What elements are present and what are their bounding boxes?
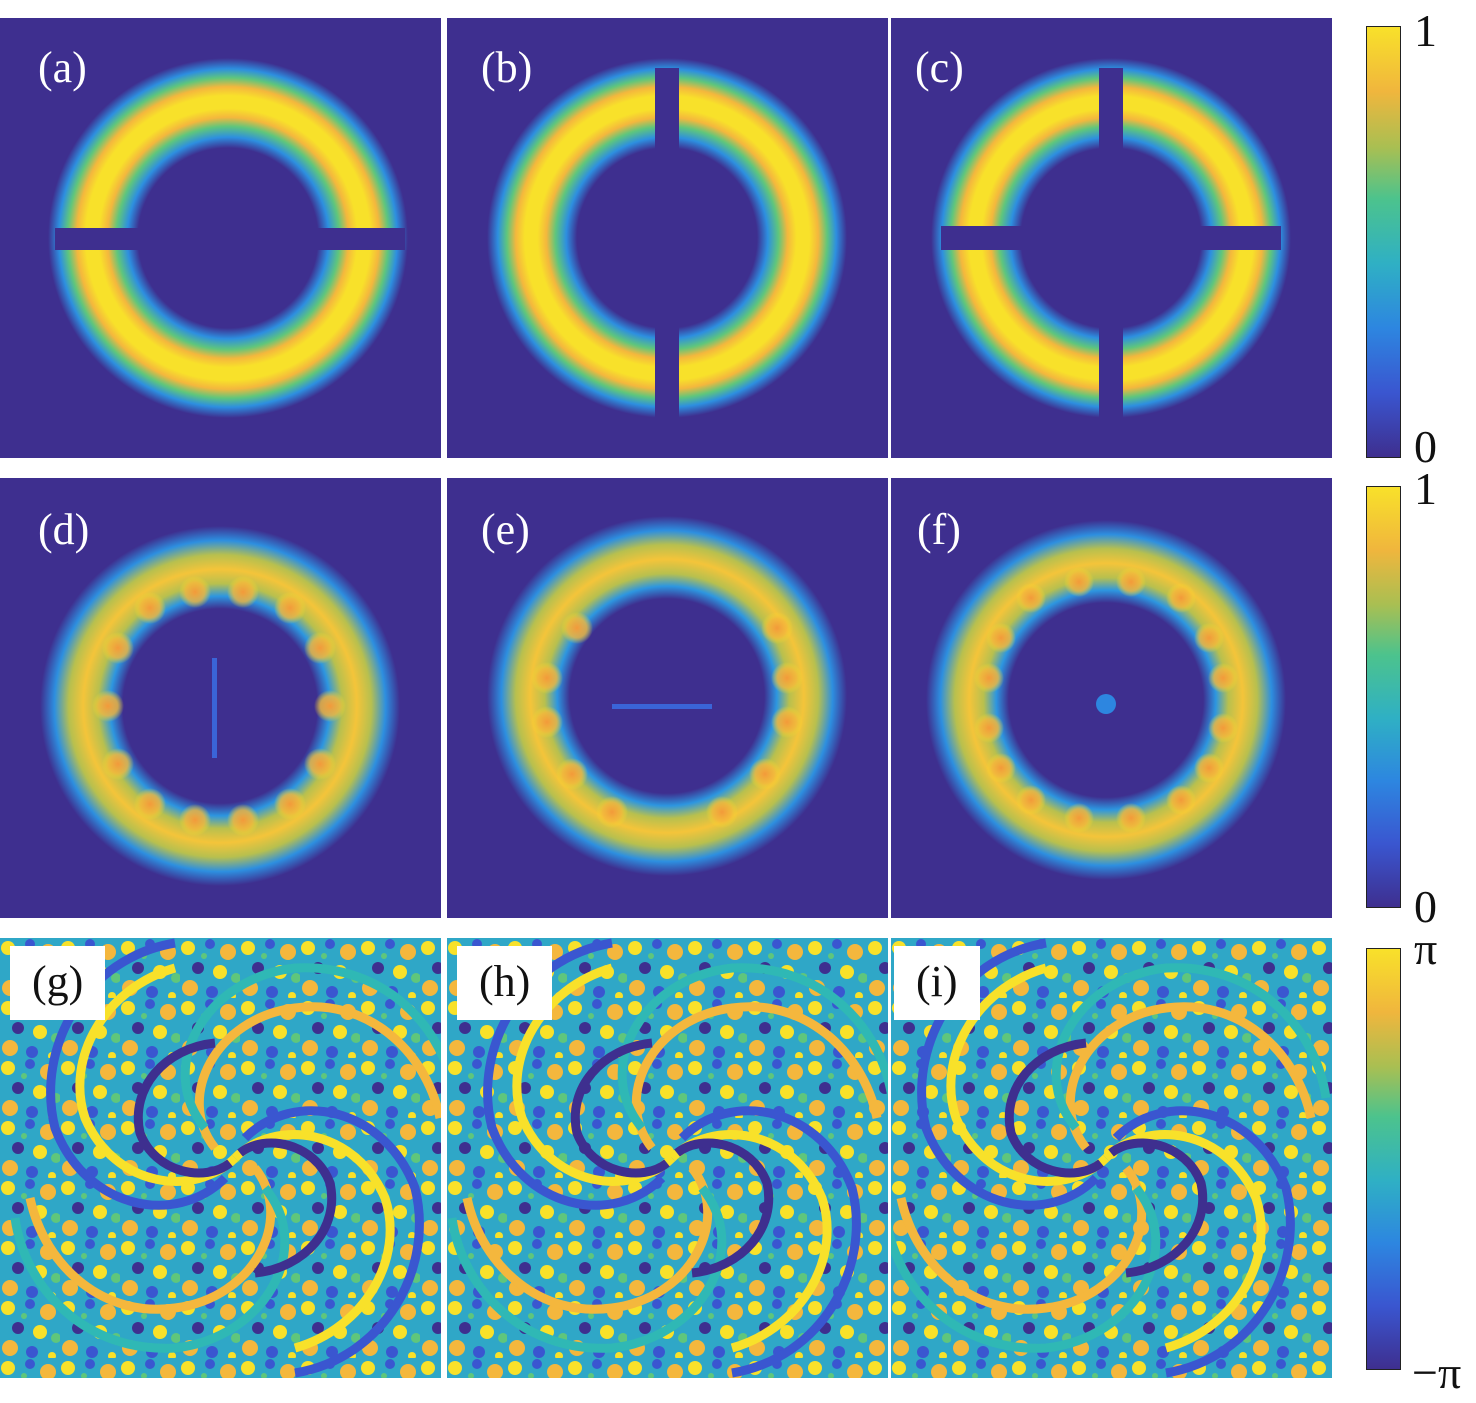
panel-a: (a)	[0, 18, 441, 458]
ring-density-b	[447, 18, 888, 458]
colorbar-max-label: 1	[1414, 5, 1437, 56]
phase-map-g	[0, 938, 441, 1378]
colorbar-max-label: 1	[1414, 463, 1437, 514]
panel-label: (a)	[38, 43, 87, 92]
colorbar-min-label: 0	[1414, 421, 1437, 472]
panel-e: (e)	[447, 478, 888, 918]
spotted-ring-density-e	[447, 478, 888, 918]
panel-label: (h)	[457, 946, 553, 1020]
panel-d: (d)	[0, 478, 441, 918]
spotted-ring-density-f	[891, 478, 1332, 918]
colorbar-min-label: −π	[1412, 1347, 1462, 1398]
panel-label: (e)	[481, 505, 530, 554]
panel-label: (g)	[10, 946, 106, 1020]
colorbar-min-label: 0	[1414, 881, 1437, 932]
panel-label: (i)	[894, 946, 980, 1020]
panel-f: (f)	[891, 478, 1332, 918]
ring-density-a	[0, 18, 441, 458]
colorbar-phase	[1366, 948, 1401, 1370]
panel-h: (h)	[447, 938, 888, 1378]
panel-label: (b)	[481, 43, 533, 92]
colorbar-max-label: π	[1414, 923, 1438, 974]
panel-label: (f)	[917, 505, 961, 554]
ring-density-c	[891, 18, 1332, 458]
panel-label: (c)	[915, 43, 964, 92]
panel-g: (g)	[0, 938, 441, 1378]
colorbar-density-top	[1366, 26, 1401, 458]
colorbar-density-middle	[1366, 486, 1401, 908]
panel-label: (d)	[38, 505, 90, 554]
panel-i: (i)	[891, 938, 1332, 1378]
phase-map-h	[447, 938, 888, 1378]
panel-c: (c)	[891, 18, 1332, 458]
panel-b: (b)	[447, 18, 888, 458]
spotted-ring-density-d	[0, 478, 441, 918]
